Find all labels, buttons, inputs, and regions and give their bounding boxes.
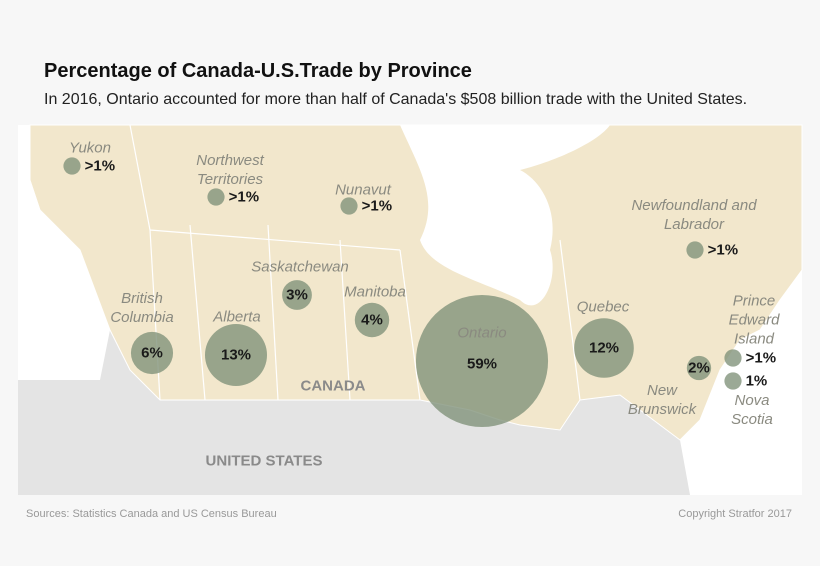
title: Percentage of Canada-U.S.Trade by Provin… [44,60,472,82]
region-name: British Columbia [110,290,174,326]
region-name: Prince Edward Island [728,292,780,348]
region-name: Yukon [69,139,111,157]
bubble [686,241,704,259]
bubble [574,318,634,378]
bubble [354,302,390,338]
region-name: New Brunswick [627,382,697,418]
bubble [282,280,312,310]
copyright: Copyright Stratfor 2017 [678,508,792,520]
value-label: 59% [466,355,498,373]
value-label: 2% [688,359,710,377]
bubble [415,294,549,428]
value-label: 12% [588,339,620,357]
country-label: UNITED STATES [205,452,323,470]
bubble [63,157,81,175]
bubble [204,323,268,387]
region-name: Nova Scotia [731,392,773,428]
value-label: 13% [220,346,252,364]
region-name: Nunavut [335,181,391,199]
value-label: >1% [361,197,393,215]
region-name: Manitoba [344,283,406,301]
bubble [130,331,174,375]
region-name: Newfoundland and Labrador [631,197,757,233]
bubble [207,188,225,206]
pacific-ocean [18,125,110,380]
value-label: >1% [228,188,260,206]
source: Sources: Statistics Canada and US Census… [26,508,277,520]
hudson-bay [400,125,610,306]
country-label: CANADA [300,377,366,395]
region-name: Saskatchewan [251,258,349,276]
bubble [724,372,742,390]
value-label: >1% [745,349,777,367]
region-name: Quebec [576,298,630,316]
region-name: Northwest Territories [196,152,264,188]
subtitle: In 2016, Ontario accounted for more than… [44,91,748,108]
region-name: Ontario [457,324,507,342]
value-label: 6% [141,344,163,362]
value-label: 1% [745,372,768,390]
region-name: Alberta [213,308,261,326]
bubble [686,355,712,381]
value-label: >1% [84,157,116,175]
value-label: >1% [707,241,739,259]
value-label: 4% [361,311,383,329]
value-label: 3% [286,286,308,304]
bubble [340,197,358,215]
bubble [724,349,742,367]
